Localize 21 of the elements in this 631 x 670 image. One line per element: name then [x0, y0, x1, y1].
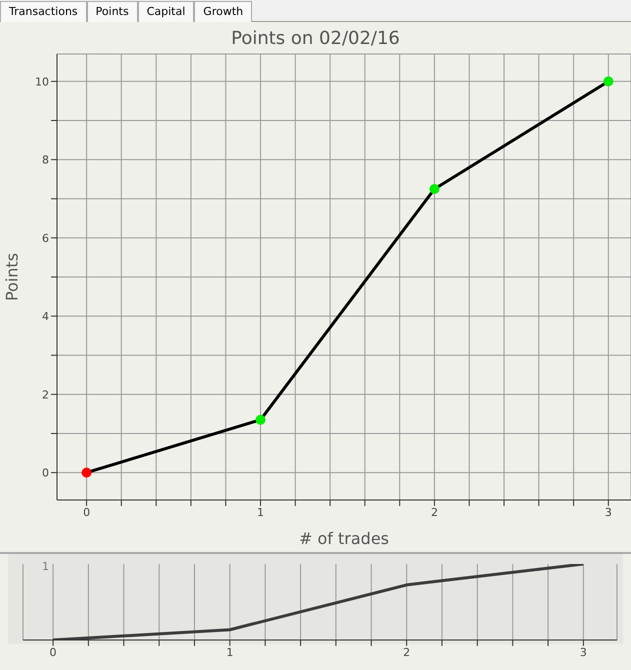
x-tick-label: 1 [226, 646, 234, 659]
text: Transactions [0, 1, 87, 22]
y-tick-label: 8 [42, 154, 49, 167]
annotation: 1 [42, 560, 49, 573]
text: Capital [138, 1, 194, 22]
y-tick-label: 6 [42, 232, 49, 245]
x-tick-label: 1 [257, 506, 264, 519]
y-tick-label: 4 [42, 310, 49, 324]
y-tick-label: 2 [42, 388, 49, 402]
chart-title: Points on 02/02/16 [230, 28, 401, 49]
x-tick-label: 0 [83, 506, 90, 519]
y-tick-label: 10 [35, 75, 49, 88]
text: Growth [194, 1, 252, 22]
y-tick-label: 0 [42, 466, 49, 480]
x-tick-label: 2 [430, 506, 438, 519]
y-axis-title: Points [2, 252, 22, 302]
x-tick-label: 3 [604, 506, 612, 519]
x-tick-label: 2 [403, 646, 410, 659]
x-axis-title: # of trades [299, 529, 389, 548]
text: Points [86, 1, 138, 22]
x-tick-label: 3 [580, 646, 587, 659]
